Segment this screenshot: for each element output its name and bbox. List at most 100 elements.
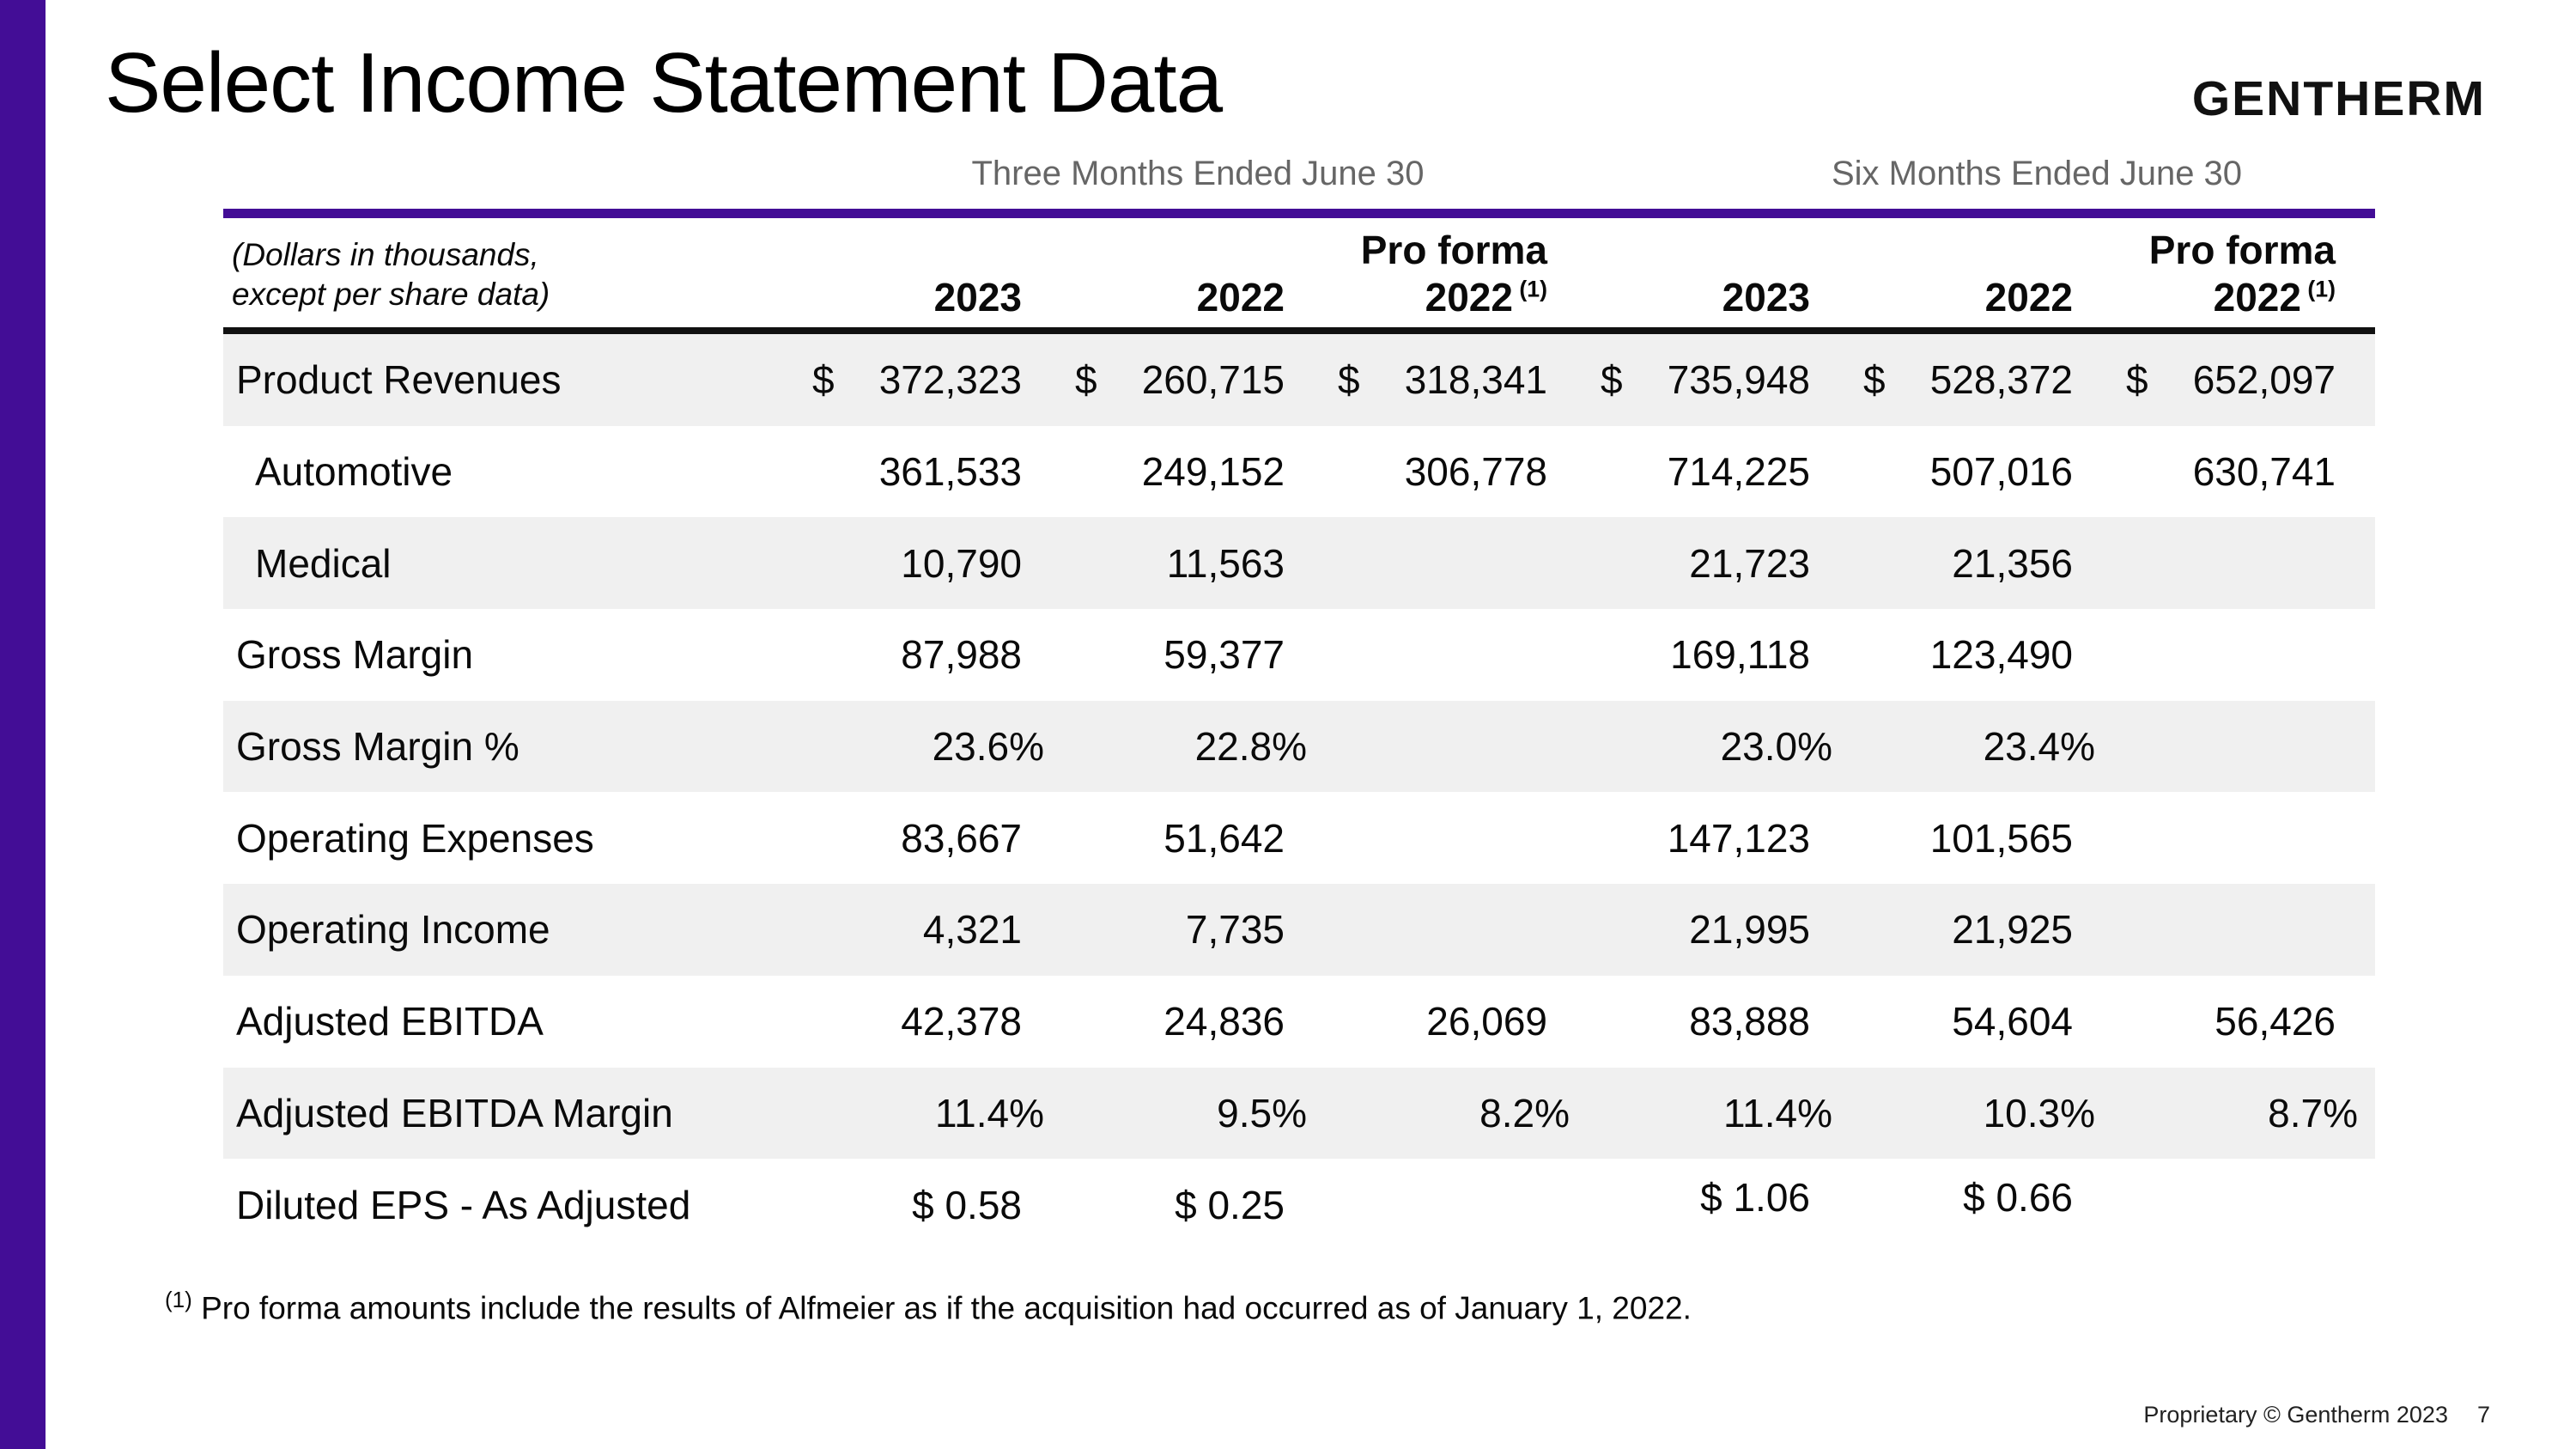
cell-value: $ 0.25 xyxy=(1175,1182,1285,1227)
cell-value: 11.4% xyxy=(1722,1090,1832,1135)
value-cell xyxy=(1324,517,1587,609)
value-cell: 23.0% xyxy=(1587,701,1850,793)
dollar-sign: $ xyxy=(1863,357,1886,403)
cell-value: 652,097 xyxy=(2192,357,2336,403)
cell-value: 23.0% xyxy=(1720,724,1832,770)
cell-value: 21,995 xyxy=(1689,907,1810,953)
cell-value: 249,152 xyxy=(1141,449,1285,495)
value-cell: 26,069 xyxy=(1324,976,1587,1068)
cell-value: 528,372 xyxy=(1929,357,2073,403)
value-cell xyxy=(2112,701,2375,793)
cell-value: 361,533 xyxy=(878,449,1022,495)
cell-value: 10,790 xyxy=(901,540,1022,586)
value-cell: $ 0.58 xyxy=(799,1159,1061,1251)
slide-footer: Proprietary © Gentherm 2023 7 xyxy=(2143,1402,2490,1428)
value-cell: 123,490 xyxy=(1850,609,2112,701)
units-note-line2: except per share data) xyxy=(232,277,550,313)
cell-value: 4,321 xyxy=(922,907,1022,953)
value-cell: 83,888 xyxy=(1587,976,1850,1068)
value-cell: 21,356 xyxy=(1850,517,2112,609)
value-cell: 21,723 xyxy=(1587,517,1850,609)
footer-text: Proprietary © Gentherm 2023 xyxy=(2143,1402,2448,1428)
value-cell: 56,426 xyxy=(2112,976,2375,1068)
column-header-year: 2022 (1) xyxy=(1425,274,1547,320)
value-cell: 507,016 xyxy=(1850,426,2112,518)
period-header-six-months: Six Months Ended June 30 xyxy=(1831,155,2243,192)
value-cell: 83,667 xyxy=(799,792,1061,884)
value-cell: 249,152 xyxy=(1061,426,1324,518)
gentherm-logo: GENTHERM xyxy=(2191,71,2486,126)
cell-value: 83,667 xyxy=(901,815,1022,861)
value-cell: 21,995 xyxy=(1587,884,1850,976)
units-note: (Dollars in thousands, except per share … xyxy=(232,235,550,315)
value-cell: 23.4% xyxy=(1850,701,2112,793)
cell-value: 735,948 xyxy=(1667,357,1810,403)
cell-value: 21,925 xyxy=(1952,907,2073,953)
header-black-rule xyxy=(223,327,2375,334)
cell-value: 21,723 xyxy=(1689,540,1810,586)
cell-value: $ 0.58 xyxy=(912,1182,1022,1227)
row-label: Operating Expenses xyxy=(236,815,594,861)
value-cell: 4,321 xyxy=(799,884,1061,976)
table-row: Automotive 361,533 249,152 306,778 714,225 50… xyxy=(223,426,2375,518)
cell-value: 11,563 xyxy=(1166,540,1285,586)
value-cell: 7,735 xyxy=(1061,884,1324,976)
column-header-year: 2022 xyxy=(1984,274,2073,320)
value-cell: $ 0.25 xyxy=(1061,1159,1324,1251)
cell-value: 56,426 xyxy=(2215,999,2336,1044)
value-cell: 11,563 xyxy=(1061,517,1324,609)
value-cell: 101,565 xyxy=(1850,792,2112,884)
value-cell: $318,341 xyxy=(1324,334,1587,426)
column-header-footnote-marker: (1) xyxy=(1512,276,1547,302)
value-cell: 147,123 xyxy=(1587,792,1850,884)
value-cell: 11.4% xyxy=(1587,1068,1850,1160)
table-row: Operating Expenses 83,667 51,642 147,123 101… xyxy=(223,792,2375,884)
dollar-sign: $ xyxy=(1338,357,1360,403)
cell-value: 26,069 xyxy=(1426,999,1547,1044)
cell-value: 42,378 xyxy=(901,999,1022,1044)
cell-value: 22.8% xyxy=(1194,724,1307,770)
value-cell: 10,790 xyxy=(799,517,1061,609)
cell-value: 630,741 xyxy=(2192,449,2336,495)
value-cell: 630,741 xyxy=(2112,426,2375,518)
column-header-year: 2022 xyxy=(1196,274,1285,320)
value-cell: 22.8% xyxy=(1061,701,1324,793)
cell-value: 24,836 xyxy=(1163,999,1285,1044)
row-label: Gross Margin xyxy=(236,632,474,678)
value-cell: 24,836 xyxy=(1061,976,1324,1068)
value-cell: 23.6% xyxy=(799,701,1061,793)
cell-value: 123,490 xyxy=(1929,632,2073,678)
value-cell xyxy=(2112,792,2375,884)
column-header-year: 2023 xyxy=(1722,274,1810,320)
value-cell: 361,533 xyxy=(799,426,1061,518)
dollar-sign: $ xyxy=(1075,357,1097,403)
column-header-proforma-label: Pro forma xyxy=(2148,228,2336,273)
dollar-sign: $ xyxy=(1601,357,1623,403)
footnote-superscript: (1) xyxy=(165,1287,192,1312)
cell-value: 714,225 xyxy=(1667,449,1810,495)
value-cell: 8.2% xyxy=(1324,1068,1587,1160)
table-row: Adjusted EBITDA 42,378 24,836 26,069 83,888 5… xyxy=(223,976,2375,1068)
units-note-line1: (Dollars in thousands, xyxy=(232,237,539,272)
cell-value: 101,565 xyxy=(1929,815,2073,861)
value-cell: 714,225 xyxy=(1587,426,1850,518)
dollar-sign: $ xyxy=(812,357,835,403)
cell-value: 147,123 xyxy=(1667,815,1810,861)
cell-value: 507,016 xyxy=(1929,449,2073,495)
column-headers: 2023 2022 Pro forma 2022 (1) 2023 2022 Pro for… xyxy=(223,225,2375,327)
value-cell: $ 0.66 xyxy=(1850,1159,2112,1251)
cell-value: 54,604 xyxy=(1952,999,2073,1044)
value-cell xyxy=(2112,517,2375,609)
column-header-6: Pro forma 2022 (1) xyxy=(2112,227,2375,327)
cell-value: 169,118 xyxy=(1670,632,1810,678)
table-row: Adjusted EBITDA Margin 11.4% 9.5% 8.2% 11.4%… xyxy=(223,1067,2375,1160)
value-cell: $372,323 xyxy=(799,334,1061,426)
value-cell: 87,988 xyxy=(799,609,1061,701)
row-label: Diluted EPS - As Adjusted xyxy=(236,1182,691,1227)
value-cell xyxy=(1324,609,1587,701)
table-row: Operating Income 4,321 7,735 21,995 21,925 xyxy=(223,884,2375,976)
value-cell: 21,925 xyxy=(1850,884,2112,976)
period-header-three-months: Three Months Ended June 30 xyxy=(971,155,1425,192)
cell-value: 21,356 xyxy=(1952,540,2073,586)
value-cell: $260,715 xyxy=(1061,334,1324,426)
